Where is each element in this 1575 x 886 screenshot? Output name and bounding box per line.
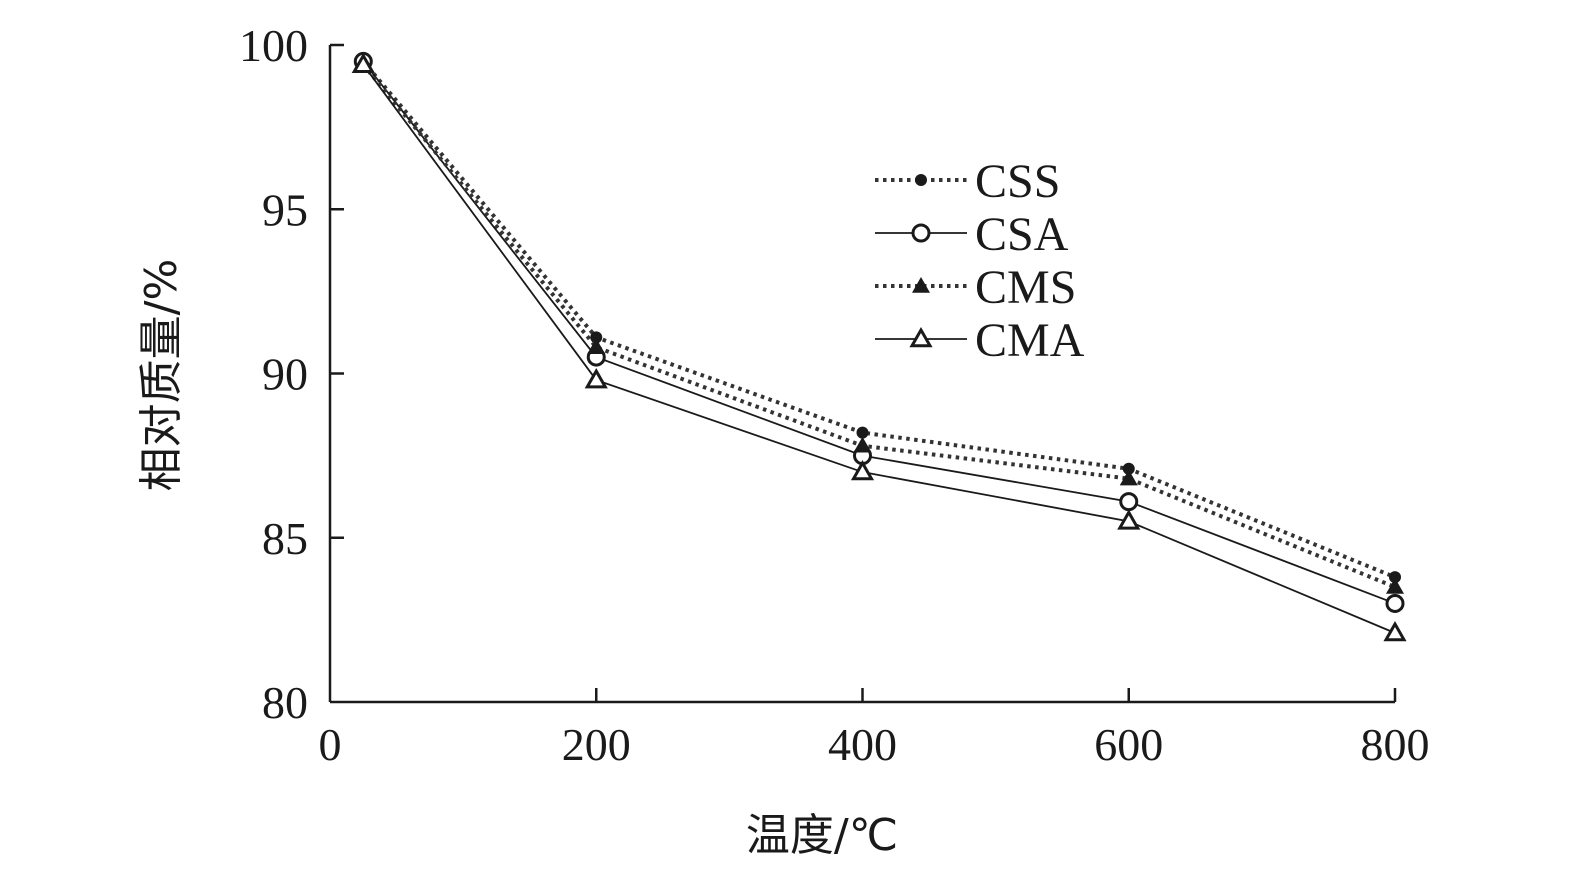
x-tick-label: 400 xyxy=(828,719,897,770)
data-point xyxy=(1119,492,1139,512)
legend-label: CSA xyxy=(975,208,1069,261)
data-point xyxy=(911,223,931,243)
data-point xyxy=(1383,620,1407,642)
series-csa xyxy=(353,51,1405,613)
data-point xyxy=(1385,593,1405,613)
data-point xyxy=(856,426,869,439)
x-tick-label: 600 xyxy=(1094,719,1163,770)
legend-label: CMA xyxy=(975,314,1085,367)
y-tick-label: 95 xyxy=(262,184,308,235)
series-cma xyxy=(351,52,1407,642)
legend-item-cms: CMS xyxy=(875,261,1076,314)
data-point xyxy=(1386,578,1404,594)
legend-label: CMS xyxy=(975,261,1076,314)
ticks: 0 200 400 600 800 80 85 90 95 100 xyxy=(239,20,1430,770)
data-point xyxy=(850,460,875,481)
data-point xyxy=(587,338,606,354)
series-line xyxy=(361,60,1396,580)
data-point xyxy=(1119,469,1138,486)
x-axis-label: 温度/℃ xyxy=(746,810,898,861)
y-tick-label: 100 xyxy=(239,20,308,71)
x-tick-label: 200 xyxy=(562,719,631,770)
data-point xyxy=(912,277,930,293)
legend-item-css: CSS xyxy=(875,155,1060,208)
data-point xyxy=(1117,509,1141,530)
y-tick-label: 85 xyxy=(262,513,308,564)
data-point xyxy=(909,326,933,348)
data-point xyxy=(351,52,375,73)
data-point xyxy=(1122,462,1135,475)
x-tick-label: 800 xyxy=(1361,719,1430,770)
y-tick-label: 90 xyxy=(262,349,308,400)
y-tick-label: 80 xyxy=(262,677,308,728)
data-point xyxy=(1389,571,1401,584)
series-line xyxy=(362,64,1396,634)
series-line xyxy=(361,63,1396,589)
series-cms xyxy=(354,55,1404,594)
y-axis-label: 相对质量/% xyxy=(136,259,187,492)
series-line xyxy=(362,60,1396,605)
legend-item-cma: CMA xyxy=(875,314,1085,367)
legend-label: CSS xyxy=(975,155,1060,208)
x-tick-label: 0 xyxy=(319,719,342,770)
data-point xyxy=(915,174,927,186)
legend-item-csa: CSA xyxy=(875,208,1069,261)
axes xyxy=(328,45,1395,704)
data-point xyxy=(590,331,603,344)
data-point xyxy=(584,368,608,389)
data-point xyxy=(853,436,872,453)
series-css xyxy=(357,55,1401,584)
series-layer xyxy=(351,51,1407,642)
